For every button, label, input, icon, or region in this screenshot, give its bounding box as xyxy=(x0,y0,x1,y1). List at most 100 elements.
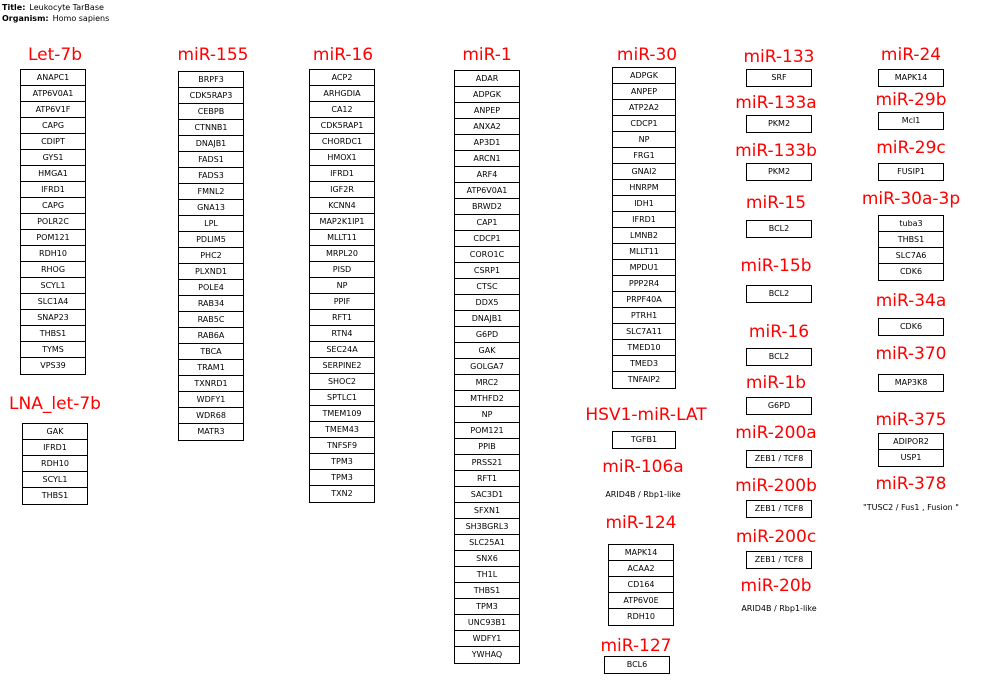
target-gene: ZEB1 / TCF8 xyxy=(754,504,804,513)
target-gene: CTNNB1 xyxy=(179,120,243,136)
target-gene: PPP2R4 xyxy=(613,276,675,292)
target-gene: SRF xyxy=(771,73,787,82)
target-gene: MATR3 xyxy=(197,427,225,436)
target-gene: SPTLC1 xyxy=(310,390,374,406)
target-gene: RHOG xyxy=(21,262,85,278)
target-gene: PTRH1 xyxy=(613,308,675,324)
target-gene: SCYL1 xyxy=(21,278,85,294)
target-gene: THBS1 xyxy=(455,583,519,599)
target-gene: MRPL20 xyxy=(310,246,374,262)
organism-value: Homo sapiens xyxy=(52,14,110,23)
target-gene: WDR68 xyxy=(179,408,243,424)
target-gene: RAB6A xyxy=(179,328,243,344)
target-gene: PISD xyxy=(310,262,374,278)
target-gene: RDH10 xyxy=(627,612,655,621)
target-gene: FRG1 xyxy=(613,148,675,164)
target-gene: MAP2K1IP1 xyxy=(310,214,374,230)
target-gene: ARCN1 xyxy=(455,151,519,167)
target-gene: NP xyxy=(310,278,374,294)
mirna-title: Let-7b xyxy=(27,45,83,65)
target-gene: CEBPB xyxy=(179,104,243,120)
target-gene: THBS1 xyxy=(21,326,85,342)
target-gene: CHORDC1 xyxy=(310,134,374,150)
target-gene: GAK xyxy=(455,343,519,359)
target-gene: TMEM109 xyxy=(310,406,374,422)
target-gene: MAPK14 xyxy=(894,73,928,82)
target-gene: CDCP1 xyxy=(455,231,519,247)
organism-label: Organism: xyxy=(2,14,49,23)
target-gene-list: PKM2 xyxy=(746,163,812,181)
title-label: Title: xyxy=(2,3,26,12)
target-gene-list: BRPF3 CDK5RAP3 CEBPB CTNNB1 DNAJB1 FADS1 FADS3… xyxy=(178,71,244,441)
target-gene-list: BCL2 xyxy=(746,348,812,366)
target-gene: ATP6V1F xyxy=(21,102,85,118)
target-gene: RDH10 xyxy=(21,246,85,262)
mirna-title: miR-16 xyxy=(312,45,374,65)
target-gene: HNRPM xyxy=(613,180,675,196)
target-gene-list: Mcl1 xyxy=(878,112,944,130)
target-gene: TGFB1 xyxy=(630,435,658,444)
target-gene: BRPF3 xyxy=(179,72,243,88)
target-gene-list: BCL2 xyxy=(746,220,812,238)
target-gene: DNAJB1 xyxy=(179,136,243,152)
target-gene-list: ZEB1 / TCF8 xyxy=(746,500,812,518)
target-gene: POLE4 xyxy=(179,280,243,296)
target-gene: PDLIM5 xyxy=(179,232,243,248)
target-gene: SEC24A xyxy=(310,342,374,358)
target-gene: PHC2 xyxy=(179,248,243,264)
target-gene: CAPG xyxy=(21,118,85,134)
target-gene: TPM3 xyxy=(310,454,374,470)
target-gene-list: MAPK14 ACAA2 CD164 ATP6V0E RDH10 xyxy=(608,544,674,626)
target-gene: CA12 xyxy=(310,102,374,118)
target-gene: PKM2 xyxy=(767,167,791,176)
mirna-title: miR-124 xyxy=(605,513,677,533)
mirna-title: miR-378 xyxy=(875,474,947,494)
target-gene: WDFY1 xyxy=(179,392,243,408)
target-gene-list: BCL2 xyxy=(746,285,812,303)
target-gene: MLLT11 xyxy=(613,244,675,260)
target-gene: TYMS xyxy=(21,342,85,358)
target-gene: LPL xyxy=(179,216,243,232)
target-gene: GAK xyxy=(23,424,87,440)
organism-line: Organism: Homo sapiens xyxy=(2,14,109,24)
target-gene-list: PKM2 xyxy=(746,115,812,133)
target-gene: TMED10 xyxy=(613,340,675,356)
target-gene: FADS1 xyxy=(179,152,243,168)
target-gene: AP3D1 xyxy=(455,135,519,151)
target-gene: TNFSF9 xyxy=(310,438,374,454)
target-gene: TNFAIP2 xyxy=(627,375,661,384)
target-gene: TPM3 xyxy=(310,470,374,486)
target-gene: GYS1 xyxy=(21,150,85,166)
target-gene: SLC1A4 xyxy=(21,294,85,310)
target-gene: RAB34 xyxy=(179,296,243,312)
mirna-title: miR-200b xyxy=(735,476,817,496)
target-gene: RTN4 xyxy=(310,326,374,342)
target-gene: ADAR xyxy=(455,71,519,87)
target-gene: ZEB1 / TCF8 xyxy=(754,555,804,564)
target-gene: MTHFD2 xyxy=(455,391,519,407)
target-gene: ADPGK xyxy=(455,87,519,103)
target-gene-list: ZEB1 / TCF8 xyxy=(746,450,812,468)
target-gene: MLLT11 xyxy=(310,230,374,246)
target-gene: tuba3 xyxy=(879,216,943,232)
target-gene: HMOX1 xyxy=(310,150,374,166)
target-gene: SLC7A6 xyxy=(879,248,943,264)
mirna-title: miR-133b xyxy=(735,141,817,161)
target-gene: IDH1 xyxy=(613,196,675,212)
target-gene: DDX5 xyxy=(455,295,519,311)
mirna-title: miR-34a xyxy=(875,291,947,311)
target-gene-list: ADAR ADPGK ANPEP ANXA2 AP3D1 ARCN1 ARF4 ATP6V0A… xyxy=(454,70,520,664)
target-gene: CORO1C xyxy=(455,247,519,263)
target-gene: PRSS21 xyxy=(455,455,519,471)
target-gene: VPS39 xyxy=(40,361,66,370)
target-gene: CDK6 xyxy=(899,322,923,331)
title-line: Title: Leukocyte TarBase xyxy=(2,3,104,13)
mirna-title: miR-106a xyxy=(602,457,684,477)
target-gene: YWHAQ xyxy=(471,650,503,659)
mirna-title: miR-15 xyxy=(745,193,807,213)
target-gene: CSRP1 xyxy=(455,263,519,279)
target-gene: ACP2 xyxy=(310,70,374,86)
mirna-title: miR-29c xyxy=(876,138,946,158)
target-gene: ANPEP xyxy=(455,103,519,119)
target-gene: TH1L xyxy=(455,567,519,583)
